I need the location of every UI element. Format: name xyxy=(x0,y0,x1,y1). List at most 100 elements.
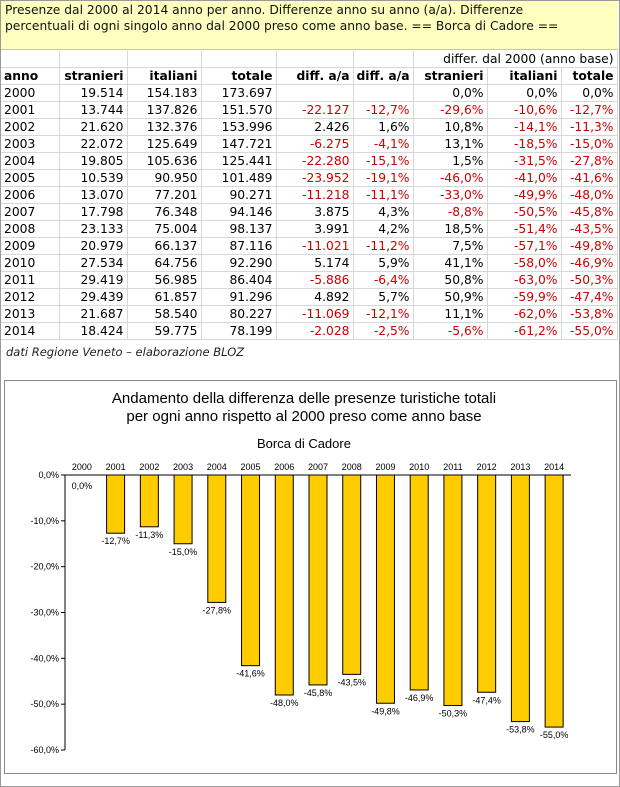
table-cell: 2011 xyxy=(1,271,60,289)
table-cell: -47,4% xyxy=(561,288,618,306)
group-header-row: differ. dal 2000 (anno base) xyxy=(1,51,618,68)
table-cell: -14,1% xyxy=(487,118,562,136)
table-cell xyxy=(353,84,414,102)
x-tick-label: 2009 xyxy=(375,462,395,472)
bar-chart: Andamento della differenza delle presenz… xyxy=(30,390,571,755)
bar-data-label: -12,7% xyxy=(101,536,130,546)
table-cell: -50,3% xyxy=(561,271,618,289)
blank-cell xyxy=(353,51,414,68)
x-tick-label: 2004 xyxy=(207,462,227,472)
table-cell: 2003 xyxy=(1,135,60,153)
table-cell: 125.649 xyxy=(127,135,202,153)
column-header: diff. a/a xyxy=(353,67,414,85)
bar-data-label: -45,8% xyxy=(304,688,333,698)
x-tick-label: 2003 xyxy=(173,462,193,472)
bar-data-label: -41,6% xyxy=(236,669,265,679)
table-cell: 10.539 xyxy=(59,169,128,187)
table-cell: 4,3% xyxy=(353,203,414,221)
y-tick-label: 0,0% xyxy=(38,470,59,480)
table-cell: 105.636 xyxy=(127,152,202,170)
table-cell: 17.798 xyxy=(59,203,128,221)
bar-data-label: -11,3% xyxy=(135,530,163,540)
table-cell: -27,8% xyxy=(561,152,618,170)
table-cell: -55,0% xyxy=(561,322,618,340)
bar xyxy=(241,474,261,667)
table-cell: -11,3% xyxy=(561,118,618,136)
table-cell: 132.376 xyxy=(127,118,202,136)
bar xyxy=(510,474,530,723)
header-banner: Presenze dal 2000 al 2014 anno per anno.… xyxy=(1,1,618,50)
table-cell: 2.426 xyxy=(276,118,354,136)
table-row: 2005 10.539 90.950 101.489 -23.952 -19,1% -46,… xyxy=(1,169,618,187)
table-cell: 20.979 xyxy=(59,237,128,255)
table-cell: 5,9% xyxy=(353,254,414,272)
table-cell: -11.218 xyxy=(276,186,354,204)
table-cell: 86.404 xyxy=(201,271,277,289)
table-cell: -2.028 xyxy=(276,322,354,340)
y-tick-label: -50,0% xyxy=(30,699,59,709)
table-cell: -6,4% xyxy=(353,271,414,289)
table-cell: 2010 xyxy=(1,254,60,272)
table-cell: 4.892 xyxy=(276,288,354,306)
table-cell: -29,6% xyxy=(413,101,488,119)
bar-data-label: -49,8% xyxy=(371,706,400,716)
table-cell: 80.227 xyxy=(201,305,277,323)
bar-data-label: -50,3% xyxy=(439,709,468,719)
table-cell: 90.950 xyxy=(127,169,202,187)
table-cell: 2005 xyxy=(1,169,60,187)
x-tick-label: 2008 xyxy=(342,462,362,472)
table-cell: 1,5% xyxy=(413,152,488,170)
y-tick-label: -30,0% xyxy=(30,608,59,618)
table-cell: -57,1% xyxy=(487,237,562,255)
table-cell: 2014 xyxy=(1,322,60,340)
column-header: italiani xyxy=(487,67,562,85)
table-cell: 2000 xyxy=(1,84,60,102)
table-cell: -48,0% xyxy=(561,186,618,204)
bar-data-label: -48,0% xyxy=(270,698,299,708)
table-cell: -31,5% xyxy=(487,152,562,170)
table-cell: 0,0% xyxy=(413,84,488,102)
x-tick-label: 2013 xyxy=(510,462,530,472)
table-cell: 2001 xyxy=(1,101,60,119)
chart-subtitle: Borca di Cadore xyxy=(257,436,351,451)
table-cell: -12,7% xyxy=(561,101,618,119)
table-cell: 154.183 xyxy=(127,84,202,102)
table-cell: 98.137 xyxy=(201,220,277,238)
table-cell: -19,1% xyxy=(353,169,414,187)
x-tick-label: 2007 xyxy=(308,462,328,472)
bar-data-label: -46,9% xyxy=(405,693,434,703)
x-tick-label: 2000 xyxy=(72,462,92,472)
column-header: diff. a/a xyxy=(276,67,354,85)
chart-title-line2: per ogni anno rispetto al 2000 preso com… xyxy=(126,408,481,425)
header-line-1: Presenze dal 2000 al 2014 anno per anno.… xyxy=(5,3,524,17)
table-cell: 78.199 xyxy=(201,322,277,340)
y-tick-label: -10,0% xyxy=(30,516,59,526)
table-cell: -51,4% xyxy=(487,220,562,238)
table-row: 2003 22.072 125.649 147.721 -6.275 -4,1% 13,1%… xyxy=(1,135,618,153)
table-row: 2000 19.514 154.183 173.697 0,0% 0,0% 0,0% xyxy=(1,84,618,102)
bar-data-label: 0,0% xyxy=(72,481,93,491)
table-cell: 5.174 xyxy=(276,254,354,272)
table-cell: 11,1% xyxy=(413,305,488,323)
table-cell: 2004 xyxy=(1,152,60,170)
table-row: 2002 21.620 132.376 153.996 2.426 1,6% 10,8% -1… xyxy=(1,118,618,136)
table-cell: -43,5% xyxy=(561,220,618,238)
source-note: dati Regione Veneto – elaborazione BLOZ xyxy=(6,345,245,359)
table-row: 2009 20.979 66.137 87.116 -11.021 -11,2% 7,5% -… xyxy=(1,237,618,255)
table-cell: 2006 xyxy=(1,186,60,204)
table-cell: 58.540 xyxy=(127,305,202,323)
bar xyxy=(409,474,429,691)
table-row: 2013 21.687 58.540 80.227 -11.069 -12,1% 11,1%… xyxy=(1,305,618,323)
blank-cell xyxy=(201,51,277,68)
table-cell: 10,8% xyxy=(413,118,488,136)
table-cell: 50,9% xyxy=(413,288,488,306)
table-cell: 21.687 xyxy=(59,305,128,323)
table-cell: 2013 xyxy=(1,305,60,323)
table-cell: 13.070 xyxy=(59,186,128,204)
bar xyxy=(139,474,159,528)
table-cell: 29.439 xyxy=(59,288,128,306)
table-cell: -22.127 xyxy=(276,101,354,119)
x-tick-label: 2006 xyxy=(274,462,294,472)
table-cell: -12,7% xyxy=(353,101,414,119)
table-row: 2012 29.439 61.857 91.296 4.892 5,7% 50,9% -59,… xyxy=(1,288,618,306)
